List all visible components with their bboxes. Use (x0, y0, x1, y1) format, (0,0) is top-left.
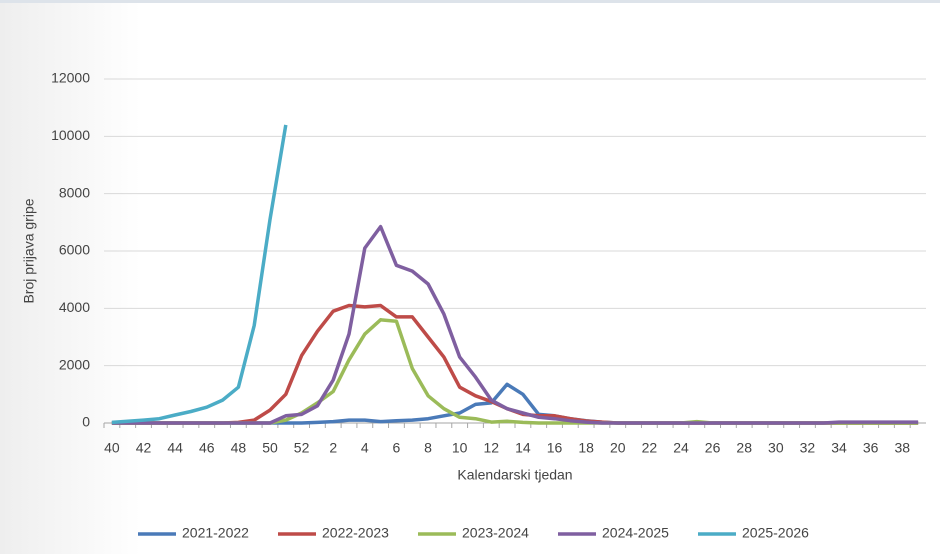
x-tick-label: 32 (800, 440, 816, 456)
y-tick-label: 8000 (59, 184, 90, 200)
x-tick-label: 18 (578, 440, 594, 456)
x-tick-label: 52 (294, 440, 310, 456)
x-tick-label: 24 (673, 440, 689, 456)
x-tick-label: 40 (104, 440, 120, 456)
x-tick-label: 10 (452, 440, 468, 456)
x-tick-label: 48 (231, 440, 247, 456)
y-tick-label: 10000 (51, 127, 90, 143)
x-tick-label: 22 (642, 440, 658, 456)
legend-label: 2022-2023 (322, 525, 389, 541)
series-line (111, 124, 288, 425)
y-tick-label: 4000 (59, 299, 90, 315)
x-tick-label: 36 (863, 440, 879, 456)
series-line (111, 224, 919, 425)
y-tick-label: 6000 (59, 242, 90, 258)
x-tick-label: 26 (705, 440, 721, 456)
top-border (0, 0, 940, 3)
x-tick-label: 8 (424, 440, 432, 456)
x-tick-label: 42 (136, 440, 152, 456)
x-tick-label: 38 (894, 440, 910, 456)
legend-label: 2021-2022 (182, 525, 249, 541)
legend-label: 2023-2024 (462, 525, 529, 541)
x-axis-label: Kalendarski tjedan (457, 467, 572, 483)
x-tick-label: 34 (831, 440, 847, 456)
x-tick-label: 16 (547, 440, 563, 456)
x-tick-label: 12 (483, 440, 499, 456)
x-tick-label: 44 (167, 440, 183, 456)
x-tick-label: 46 (199, 440, 215, 456)
x-tick-label: 50 (262, 440, 278, 456)
y-tick-label: 2000 (59, 356, 90, 372)
x-tick-label: 30 (768, 440, 784, 456)
x-tick-label: 20 (610, 440, 626, 456)
x-tick-label: 4 (361, 440, 369, 456)
x-tick-label: 28 (736, 440, 752, 456)
y-axis-label: Broj prijava gripe (21, 198, 37, 303)
y-tick-label: 12000 (51, 70, 90, 86)
x-tick-label: 6 (393, 440, 401, 456)
y-tick-label: 0 (82, 414, 90, 430)
legend-label: 2024-2025 (602, 525, 669, 541)
legend-label: 2025-2026 (742, 525, 809, 541)
x-tick-label: 2 (329, 440, 337, 456)
x-tick-label: 14 (515, 440, 531, 456)
